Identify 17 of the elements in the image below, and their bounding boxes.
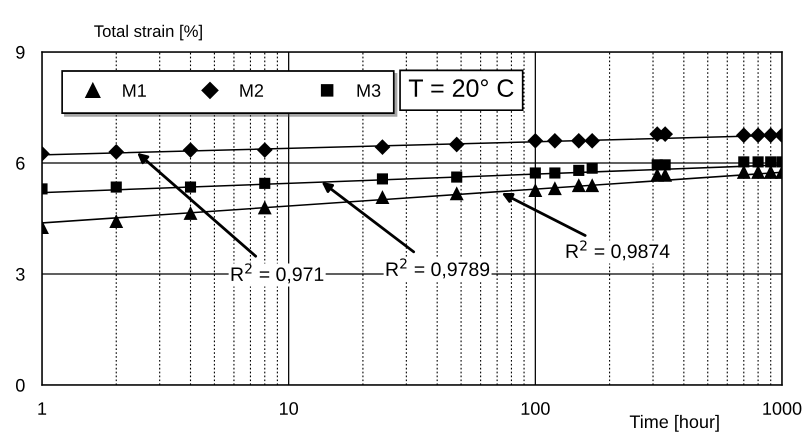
annotation: R$^{2}$ = 0,9874 [566, 240, 670, 260]
y-tick-label: 9 [16, 46, 24, 59]
y-axis-title: Total strain [%] [94, 24, 202, 40]
x-tick-label: 1000 [763, 402, 802, 415]
legend-label: M1 [123, 84, 146, 97]
x-axis-title: Time [hour] [630, 414, 719, 432]
legend-label: M3 [358, 84, 380, 97]
x-tick-label: 100 [522, 402, 550, 415]
y-tick-label: 3 [16, 268, 25, 281]
annotation: R$^{2}$ = 0,971 [232, 263, 324, 284]
y-tick-label: 0 [16, 378, 25, 392]
x-tick-label: 1 [38, 402, 46, 415]
legend-label: M2 [240, 84, 264, 97]
y-tick-label: 6 [16, 156, 25, 170]
x-tick-label: 10 [280, 402, 298, 415]
annotation: T = 20° C [408, 79, 514, 98]
annotation: R$^{2}$ = 0,9789 [386, 258, 490, 278]
